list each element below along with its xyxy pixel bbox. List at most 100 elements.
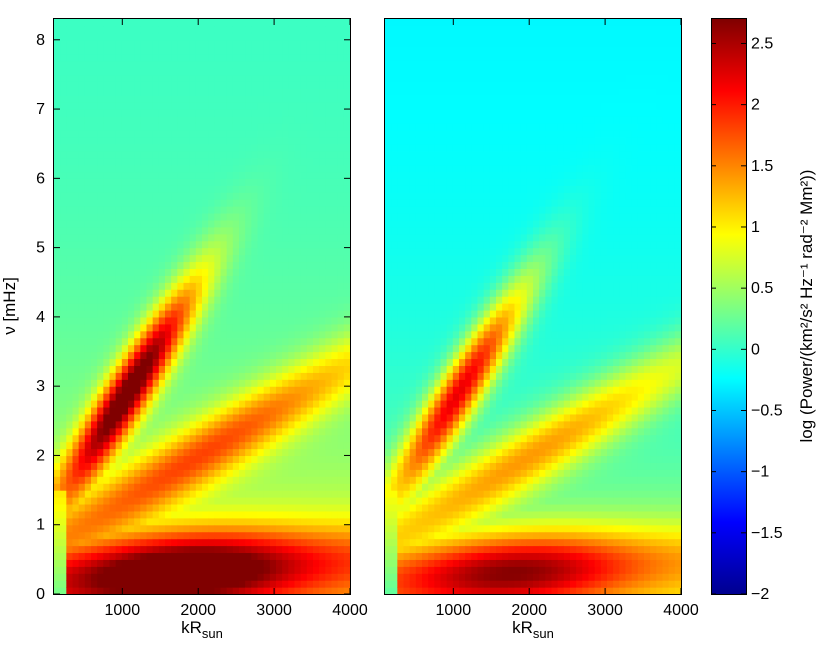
heatmap-cell (84, 19, 92, 27)
heatmap-cell (146, 219, 154, 228)
heatmap-cell (251, 219, 259, 228)
heatmap-cell (343, 559, 351, 567)
heatmap-cell (325, 136, 333, 145)
heatmap-cell (282, 67, 289, 76)
heatmap-cell (220, 400, 228, 408)
y-tick-label: 2 (36, 447, 45, 464)
heatmap-cell (276, 233, 283, 242)
heatmap-cell (251, 344, 259, 353)
heatmap-cell (115, 143, 123, 152)
heatmap-cell (84, 316, 92, 325)
heatmap-cell (140, 469, 148, 477)
heatmap-cell (422, 143, 429, 152)
heatmap-cell (422, 53, 429, 62)
heatmap-cell (306, 434, 314, 443)
heatmap-cell (54, 358, 61, 366)
heatmap-cell (452, 545, 460, 554)
heatmap-cell (245, 212, 252, 221)
heatmap-cell (232, 136, 240, 145)
heatmap-cell (288, 344, 296, 353)
heatmap-cell (391, 386, 398, 394)
heatmap-cell (294, 247, 302, 256)
heatmap-cell (397, 53, 405, 62)
heatmap-cell (202, 150, 209, 159)
heatmap-cell (84, 178, 92, 186)
heatmap-cell (422, 337, 429, 346)
heatmap-cell (177, 323, 185, 332)
heatmap-cell (109, 559, 117, 567)
heatmap-cell (171, 219, 178, 228)
heatmap-cell (121, 233, 129, 242)
heatmap-cell (91, 323, 98, 332)
heatmap-cell (282, 74, 289, 82)
heatmap-cell (226, 233, 234, 242)
heatmap-cell (239, 25, 246, 34)
heatmap-cell (66, 254, 74, 263)
heatmap-cell (177, 497, 185, 505)
heatmap-cell (319, 524, 326, 533)
heatmap-cell (337, 462, 345, 470)
heatmap-cell (440, 122, 448, 131)
heatmap-cell (251, 74, 259, 82)
heatmap-cell (214, 212, 222, 221)
heatmap-cell (276, 393, 283, 401)
heatmap-cell (245, 219, 252, 228)
heatmap-cell (422, 25, 429, 34)
heatmap-cell (177, 219, 185, 228)
heatmap-cell (140, 219, 148, 228)
heatmap-cell (276, 19, 283, 27)
heatmap-cell (109, 497, 117, 505)
heatmap-cell (97, 275, 104, 283)
heatmap-cell (78, 233, 86, 242)
heatmap-cell (214, 552, 222, 560)
heatmap-cell (97, 95, 104, 103)
heatmap-cell (300, 39, 308, 48)
heatmap-cell (72, 434, 80, 443)
heatmap-cell (434, 469, 442, 477)
heatmap-cell (60, 19, 67, 27)
heatmap-cell (202, 483, 209, 491)
heatmap-cell (434, 39, 442, 48)
heatmap-cell (428, 303, 435, 311)
heatmap-cell (115, 566, 123, 574)
heatmap-cell (409, 303, 417, 311)
heatmap-cell (91, 150, 98, 159)
heatmap-cell (306, 379, 314, 387)
heatmap-cell (202, 102, 209, 110)
heatmap-cell (72, 386, 80, 394)
heatmap-cell (331, 178, 339, 186)
heatmap-cell (72, 185, 80, 193)
heatmap-cell (446, 337, 454, 346)
heatmap-cell (440, 67, 448, 76)
heatmap-cell (232, 88, 240, 96)
heatmap-cell (195, 538, 203, 547)
heatmap-cell (66, 469, 74, 477)
heatmap-cell (60, 330, 67, 339)
heatmap-cell (245, 497, 252, 505)
heatmap-cell (306, 268, 314, 276)
heatmap-cell (288, 469, 296, 477)
heatmap-cell (239, 233, 246, 242)
heatmap-cell (78, 559, 86, 567)
heatmap-cell (84, 434, 92, 443)
heatmap-cell (434, 344, 442, 353)
heatmap-cell (288, 462, 296, 470)
heatmap-cell (434, 296, 442, 304)
heatmap-cell (422, 379, 429, 387)
heatmap-cell (103, 427, 111, 436)
heatmap-cell (214, 275, 222, 283)
heatmap-cell (306, 192, 314, 200)
heatmap-cell (276, 39, 283, 48)
heatmap-cell (452, 441, 460, 450)
heatmap-cell (385, 219, 392, 228)
heatmap-cell (319, 372, 326, 380)
heatmap-cell (103, 53, 111, 62)
heatmap-cell (84, 372, 92, 380)
heatmap-cell (343, 178, 351, 186)
heatmap-cell (257, 67, 265, 76)
heatmap-cell (152, 448, 160, 457)
heatmap-cell (294, 337, 302, 346)
heatmap-cell (385, 247, 392, 256)
heatmap-cell (422, 524, 429, 533)
heatmap-cell (415, 351, 423, 360)
